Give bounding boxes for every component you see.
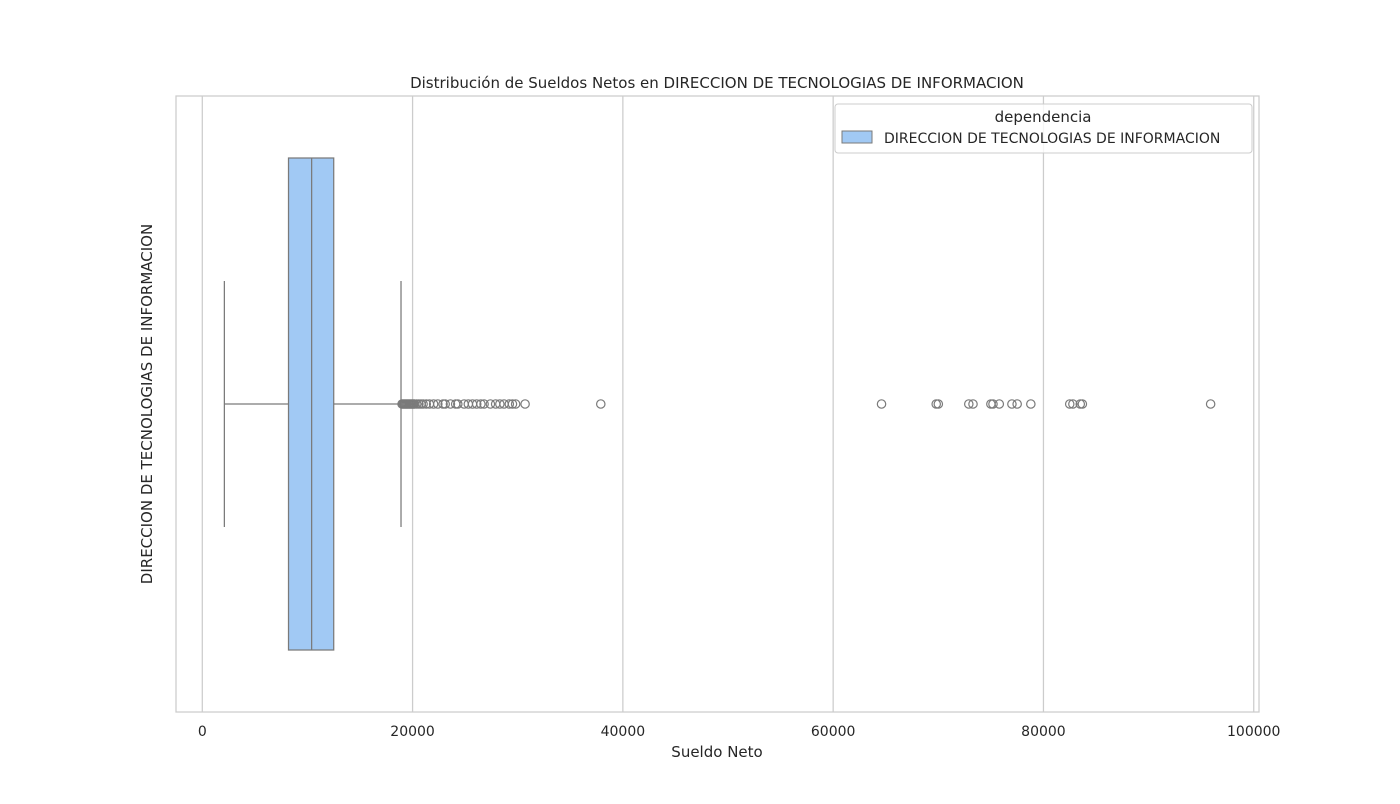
outlier-points [398,400,1215,408]
y-axis-label: DIRECCION DE TECNOLOGIAS DE INFORMACION [138,224,156,584]
outlier-point [521,400,529,408]
x-tick-label: 100000 [1227,724,1280,740]
legend: dependencia DIRECCION DE TECNOLOGIAS DE … [835,104,1252,153]
x-tick-label: 40000 [601,724,646,740]
outlier-point [597,400,605,408]
chart-title: Distribución de Sueldos Netos en DIRECCI… [410,74,1024,92]
x-tick-label: 80000 [1021,724,1066,740]
x-tick-label: 20000 [390,724,435,740]
outlier-point [995,400,1003,408]
x-axis-label: Sueldo Neto [671,743,762,761]
outlier-point [1013,400,1021,408]
outlier-point [877,400,885,408]
outlier-point [1206,400,1214,408]
x-tick-labels: 0 20000 40000 60000 80000 100000 [198,724,1281,740]
x-tick-label: 0 [198,724,207,740]
legend-title: dependencia [995,108,1092,126]
box-series [224,158,401,650]
outlier-point [1027,400,1035,408]
legend-swatch [842,131,872,143]
x-tick-label: 60000 [811,724,856,740]
legend-entry-label: DIRECCION DE TECNOLOGIAS DE INFORMACION [884,131,1220,147]
